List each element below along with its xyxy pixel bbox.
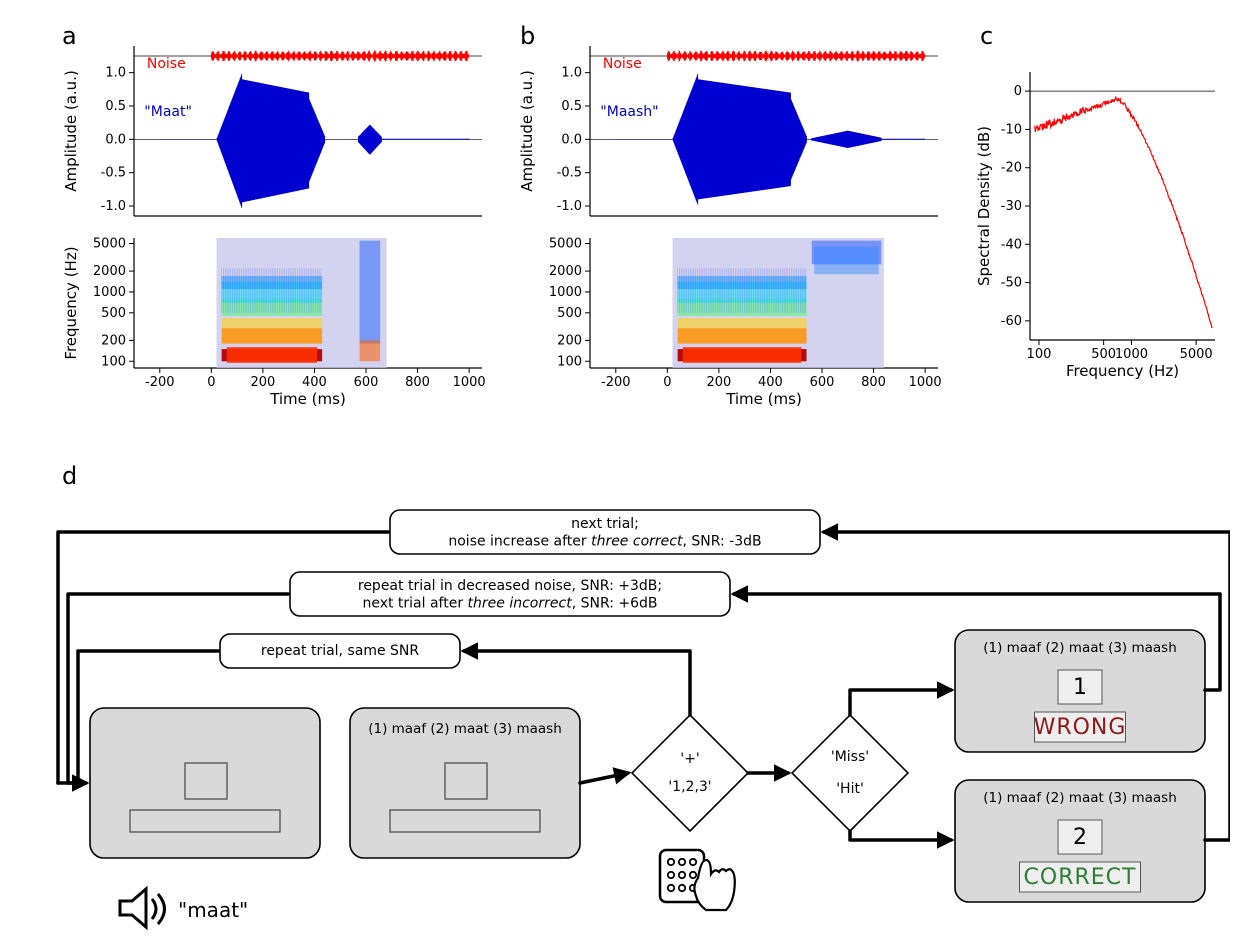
svg-text:-40: -40 [1001, 237, 1022, 252]
svg-text:(1) maaf (2) maat (3) maash: (1) maaf (2) maat (3) maash [983, 640, 1177, 656]
svg-text:0.0: 0.0 [561, 132, 582, 147]
svg-text:1000: 1000 [453, 375, 486, 390]
svg-text:200: 200 [557, 333, 582, 348]
svg-text:100: 100 [1027, 347, 1052, 362]
svg-text:(1) maaf (2) maat (3) maash: (1) maaf (2) maat (3) maash [368, 721, 562, 737]
svg-text:repeat trial in decreased nois: repeat trial in decreased noise, SNR: +3… [358, 578, 662, 594]
svg-text:'Hit': 'Hit' [836, 781, 864, 797]
svg-text:400: 400 [758, 375, 783, 390]
svg-text:WRONG: WRONG [1034, 715, 1127, 740]
svg-text:Amplitude (a.u.): Amplitude (a.u.) [62, 70, 80, 192]
svg-text:-30: -30 [1001, 199, 1022, 214]
panel-b-svg: -1.0 -0.5 0.0 0.5 1.0 Amplitude (a.u.) Noise "M… [518, 28, 948, 408]
svg-text:-0.5: -0.5 [557, 166, 582, 181]
svg-text:repeat trial, same SNR: repeat trial, same SNR [261, 643, 420, 659]
svg-text:-60: -60 [1001, 314, 1022, 329]
svg-text:"Maash": "Maash" [600, 104, 658, 120]
svg-text:'Miss': 'Miss' [831, 749, 869, 765]
svg-text:Frequency (Hz): Frequency (Hz) [62, 246, 80, 359]
panel-a-svg: -1.0 -0.5 0.0 0.5 1.0 Amplitude (a.u.) Noise "M… [62, 28, 492, 408]
svg-text:2: 2 [1073, 825, 1087, 850]
svg-text:-1.0: -1.0 [557, 199, 582, 214]
svg-text:"maat": "maat" [178, 898, 248, 922]
svg-text:next trial;: next trial; [571, 516, 639, 532]
svg-text:Noise: Noise [603, 56, 642, 72]
svg-text:500: 500 [101, 306, 126, 321]
svg-text:2000: 2000 [549, 264, 582, 279]
svg-text:100: 100 [557, 354, 582, 369]
svg-text:800: 800 [861, 375, 886, 390]
svg-text:100: 100 [101, 354, 126, 369]
svg-text:0: 0 [1014, 84, 1022, 99]
svg-text:800: 800 [405, 375, 430, 390]
svg-text:Time (ms): Time (ms) [725, 390, 802, 408]
svg-text:noise increase after three cor: noise increase after three correct, SNR:… [448, 534, 761, 550]
svg-text:Spectral Density (dB): Spectral Density (dB) [975, 126, 993, 286]
svg-text:200: 200 [250, 375, 275, 390]
svg-text:CORRECT: CORRECT [1024, 865, 1137, 890]
panel-d-svg: next trial; noise increase after three co… [50, 490, 1230, 930]
svg-text:Time (ms): Time (ms) [269, 390, 346, 408]
svg-text:next trial after three incorre: next trial after three incorrect, SNR: +… [362, 596, 657, 612]
svg-text:1000: 1000 [909, 375, 942, 390]
svg-text:Noise: Noise [147, 56, 186, 72]
svg-text:-200: -200 [601, 375, 631, 390]
svg-text:500: 500 [1091, 347, 1116, 362]
svg-text:200: 200 [706, 375, 731, 390]
svg-text:1.0: 1.0 [105, 66, 126, 81]
svg-text:0.5: 0.5 [561, 99, 582, 114]
svg-text:-20: -20 [1001, 161, 1022, 176]
svg-text:0: 0 [207, 375, 215, 390]
svg-text:-1.0: -1.0 [101, 199, 126, 214]
svg-text:200: 200 [101, 333, 126, 348]
panel-label-d: d [62, 462, 77, 490]
svg-text:'1,2,3': '1,2,3' [668, 779, 711, 795]
svg-text:400: 400 [302, 375, 327, 390]
svg-text:0.0: 0.0 [105, 132, 126, 147]
svg-text:0.5: 0.5 [105, 99, 126, 114]
figure: a b c d -1.0-0.50.00.51.0Amplitude (a.u.… [20, 20, 1228, 919]
svg-text:600: 600 [810, 375, 835, 390]
svg-text:2000: 2000 [93, 264, 126, 279]
svg-text:1000: 1000 [549, 285, 582, 300]
svg-text:1000: 1000 [1115, 347, 1148, 362]
svg-text:0: 0 [663, 375, 671, 390]
svg-text:-200: -200 [145, 375, 175, 390]
svg-text:(1) maaf (2) maat (3) maash: (1) maaf (2) maat (3) maash [983, 790, 1177, 806]
panel-label-c: c [980, 22, 993, 50]
svg-text:-50: -50 [1001, 276, 1022, 291]
svg-text:5000: 5000 [549, 236, 582, 251]
svg-text:500: 500 [557, 306, 582, 321]
svg-text:1.0: 1.0 [561, 66, 582, 81]
svg-text:1000: 1000 [93, 285, 126, 300]
svg-text:"Maat": "Maat" [144, 104, 192, 120]
svg-text:-10: -10 [1001, 122, 1022, 137]
svg-text:-0.5: -0.5 [101, 166, 126, 181]
svg-text:5000: 5000 [93, 236, 126, 251]
svg-text:1: 1 [1073, 675, 1087, 700]
svg-text:Frequency (Hz): Frequency (Hz) [1066, 362, 1179, 380]
svg-text:'+': '+' [680, 751, 699, 767]
svg-text:5000: 5000 [1180, 347, 1213, 362]
svg-text:600: 600 [354, 375, 379, 390]
panel-c-svg: -60 -50 -40 -30 -20 -10 0 Spectral Density (dB)… [975, 60, 1225, 400]
svg-text:Amplitude (a.u.): Amplitude (a.u.) [518, 70, 536, 192]
